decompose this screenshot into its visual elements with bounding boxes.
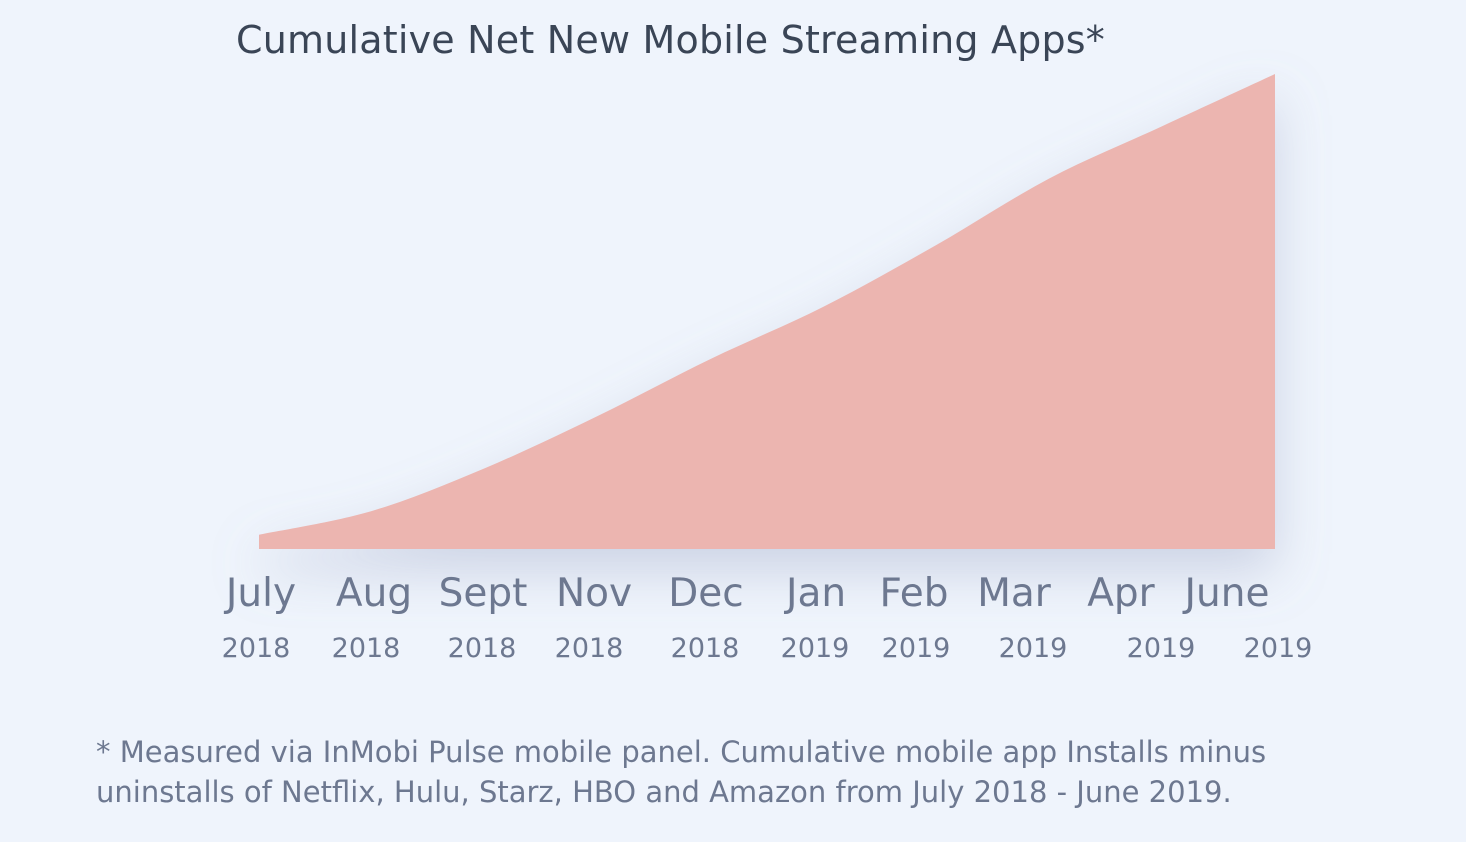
x-tick-year: 2018 xyxy=(671,633,740,664)
footnote: * Measured via InMobi Pulse mobile panel… xyxy=(96,732,1436,812)
x-tick-month: July xyxy=(223,571,296,616)
area-series xyxy=(259,74,1275,549)
area-chart: July 2018 Aug 2018 Sept 2018 Nov 2018 Dec 2018 Jan… xyxy=(222,74,1313,664)
chart-title: Cumulative Net New Mobile Streaming Apps… xyxy=(236,18,1106,62)
x-tick-month: Aug xyxy=(336,571,412,616)
x-tick-year: 2019 xyxy=(999,633,1068,664)
x-tick-year: 2018 xyxy=(222,633,291,664)
x-tick-month: Sept xyxy=(439,571,528,616)
x-tick-month: Feb xyxy=(879,571,948,616)
x-tick-year: 2019 xyxy=(1244,633,1313,664)
x-tick-year: 2019 xyxy=(1127,633,1196,664)
x-tick-month: June xyxy=(1182,571,1270,616)
x-tick-month: Jan xyxy=(783,571,846,616)
x-tick-month: Nov xyxy=(556,571,632,616)
x-tick-year: 2018 xyxy=(332,633,401,664)
footnote-line-2: uninstalls of Netflix, Hulu, Starz, HBO … xyxy=(96,775,1232,809)
x-tick-year: 2019 xyxy=(882,633,951,664)
x-axis: July 2018 Aug 2018 Sept 2018 Nov 2018 Dec 2018 Jan… xyxy=(222,571,1313,664)
x-tick-year: 2019 xyxy=(781,633,850,664)
x-tick-year: 2018 xyxy=(448,633,517,664)
x-tick-month: Dec xyxy=(668,571,743,616)
footnote-line-1: * Measured via InMobi Pulse mobile panel… xyxy=(96,735,1267,769)
x-tick-year: 2018 xyxy=(555,633,624,664)
x-tick-month: Apr xyxy=(1087,571,1155,616)
x-tick-month: Mar xyxy=(977,571,1052,616)
